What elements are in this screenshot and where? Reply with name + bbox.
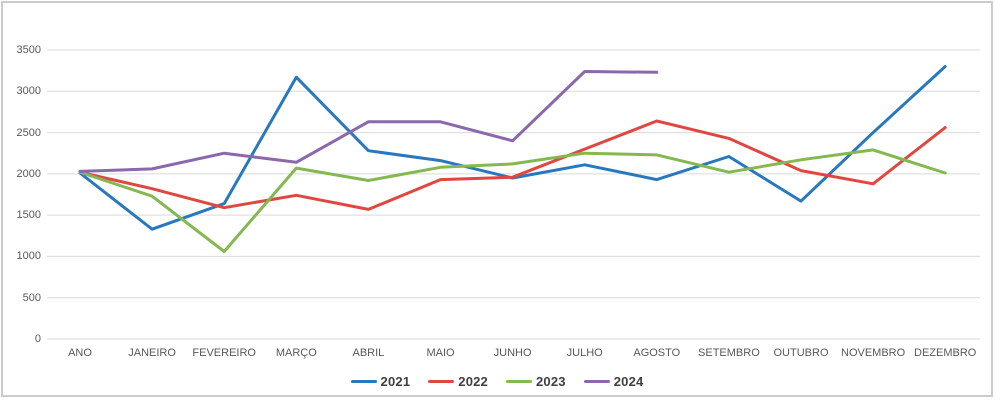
chart-canvas bbox=[47, 49, 980, 340]
legend-label: 2024 bbox=[613, 374, 644, 389]
legend-swatch-icon bbox=[583, 380, 610, 383]
x-tick-label: ABRIL bbox=[352, 347, 385, 359]
x-tick-label: OUTUBRO bbox=[773, 347, 829, 359]
legend-swatch-icon bbox=[428, 380, 455, 383]
series-line-2022 bbox=[78, 119, 947, 211]
y-tick-label: 500 bbox=[22, 291, 41, 304]
y-tick-label: 1500 bbox=[16, 209, 41, 222]
chart-legend: 2021 2022 2023 2024 bbox=[3, 374, 991, 389]
x-tick-label: FEVEREIRO bbox=[192, 347, 256, 359]
x-tick-label: JULHO bbox=[566, 347, 603, 359]
y-tick-label: 0 bbox=[34, 333, 41, 345]
y-tick-label: 2000 bbox=[16, 167, 41, 180]
legend-label: 2022 bbox=[458, 374, 488, 389]
x-tick-label: JANEIRO bbox=[128, 347, 176, 359]
y-tick-label: 1000 bbox=[16, 250, 41, 263]
x-tick-label: MAIO bbox=[426, 347, 455, 359]
legend-item-2024: 2024 bbox=[583, 374, 644, 389]
line-chart: 0 500 1000 1500 2000 2500 3000 3500 ANO JANEIRO F… bbox=[3, 3, 991, 395]
x-tick-label: DEZEMBRO bbox=[914, 347, 977, 359]
x-tick-label: AGOSTO bbox=[633, 347, 681, 359]
gridlines bbox=[47, 49, 980, 340]
x-tick-label: NOVEMBRO bbox=[841, 347, 906, 359]
x-tick-label: MARÇO bbox=[275, 347, 317, 359]
x-tick-label: SETEMBRO bbox=[698, 347, 760, 359]
x-tick-label: JUNHO bbox=[493, 347, 532, 359]
y-tick-label: 2500 bbox=[16, 126, 41, 139]
y-tick-label: 3000 bbox=[16, 85, 41, 98]
y-tick-label: 3500 bbox=[16, 44, 41, 56]
series-lines bbox=[78, 65, 947, 253]
legend-label: 2023 bbox=[536, 374, 566, 389]
legend-item-2022: 2022 bbox=[428, 374, 488, 389]
legend-swatch-icon bbox=[506, 380, 532, 383]
series-line-2023 bbox=[78, 148, 947, 253]
series-line-2024 bbox=[78, 70, 659, 173]
legend-item-2021: 2021 bbox=[350, 374, 411, 389]
legend-swatch-icon bbox=[350, 380, 377, 383]
legend-item-2023: 2023 bbox=[506, 374, 566, 389]
legend-label: 2021 bbox=[380, 374, 411, 389]
x-tick-label: ANO bbox=[68, 347, 92, 359]
